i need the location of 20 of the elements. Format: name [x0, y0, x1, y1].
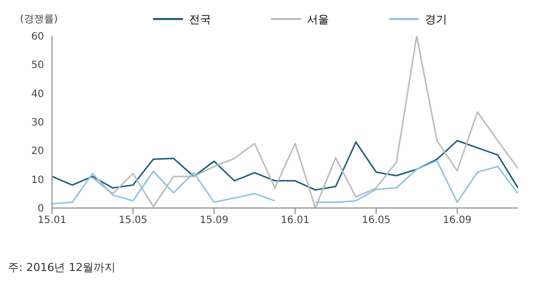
- text: 주: 2016년 12월까지: [8, 260, 117, 275]
- y-tick-label: 20: [31, 146, 44, 158]
- x-tick-label: 15.05: [118, 215, 148, 226]
- y-axis-title: (경쟁률): [20, 13, 58, 26]
- x-tick-label: 15.01: [38, 215, 66, 226]
- line-series: [92, 36, 518, 208]
- x-tick-label: 16.01: [280, 215, 310, 226]
- y-tick-label: 60: [31, 32, 44, 43]
- legend-label: 서울: [306, 12, 329, 26]
- x-tick-label: 16.05: [362, 215, 390, 226]
- x-tick-label: 15.09: [200, 215, 228, 226]
- line-series: [52, 140, 518, 191]
- x-tick-label: 16.09: [442, 215, 472, 226]
- legend-label: 전국: [188, 12, 211, 26]
- y-tick-label: 10: [31, 174, 44, 186]
- y-tick-label: 30: [31, 118, 44, 129]
- y-tick-label: 40: [31, 88, 44, 100]
- legend-label: 경기: [424, 12, 447, 26]
- y-tick-label: 0: [38, 204, 44, 215]
- y-tick-label: 50: [31, 60, 44, 72]
